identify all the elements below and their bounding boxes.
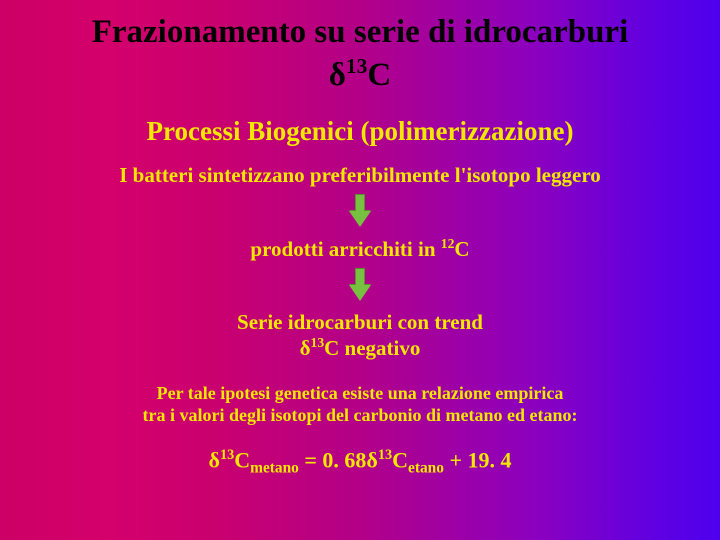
- f-tail: + 19. 4: [444, 447, 512, 472]
- f-d1: δ: [209, 447, 220, 472]
- f-sub2: etano: [408, 459, 444, 476]
- formula: δ13Cmetano = 0. 68δ13Cetano + 19. 4: [0, 447, 720, 478]
- prodotti-sup: 12: [441, 236, 455, 251]
- f-t1: C: [234, 447, 250, 472]
- arrow-2: [0, 268, 720, 302]
- line-batteri: I batteri sintetizzano preferibilmente l…: [0, 163, 720, 188]
- f-eq: = 0. 68: [299, 447, 367, 472]
- ipotesi-line2: tra i valori degli isotopi del carbonio …: [40, 405, 680, 427]
- title-text: Frazionamento su serie di idrocarburi: [0, 14, 720, 52]
- line-prodotti: prodotti arricchiti in 12C: [0, 236, 720, 262]
- serie-line1: Serie idrocarburi con trend: [30, 310, 690, 335]
- line-serie: Serie idrocarburi con trend δ13C negativ…: [0, 310, 720, 361]
- delta-c: C: [367, 57, 391, 93]
- f-sub1: metano: [250, 459, 299, 476]
- ipotesi-block: Per tale ipotesi genetica esiste una rel…: [0, 383, 720, 426]
- arrow-1: [0, 194, 720, 228]
- title-delta: δ13C: [0, 54, 720, 94]
- serie-post: C negativo: [324, 336, 420, 360]
- delta-symbol: δ: [329, 57, 346, 93]
- f-d2: δ: [366, 447, 377, 472]
- f-t2: C: [392, 447, 408, 472]
- delta-sup: 13: [346, 54, 367, 78]
- serie-sup: 13: [311, 335, 325, 350]
- slide-title: Frazionamento su serie di idrocarburi: [0, 0, 720, 52]
- prodotti-pre: prodotti arricchiti in: [250, 237, 440, 261]
- f-s1: 13: [220, 447, 234, 463]
- prodotti-post: C: [454, 237, 469, 261]
- serie-line2: δ13C negativo: [30, 335, 690, 361]
- f-s2: 13: [378, 447, 392, 463]
- ipotesi-line1: Per tale ipotesi genetica esiste una rel…: [40, 383, 680, 405]
- subtitle: Processi Biogenici (polimerizzazione): [0, 116, 720, 147]
- serie-delta: δ: [300, 336, 311, 360]
